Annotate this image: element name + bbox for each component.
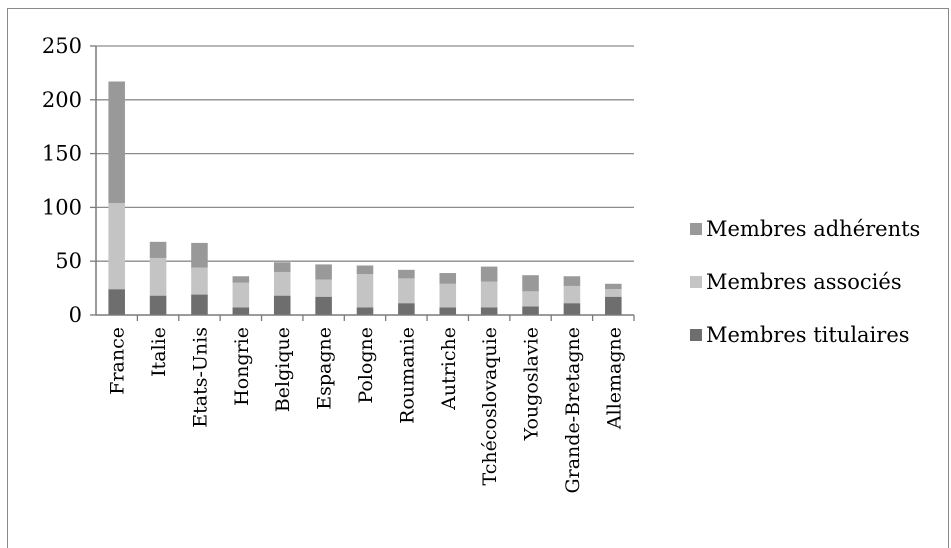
y-tick-label: 0: [69, 303, 82, 327]
x-tick-label: Yougoslavie: [521, 327, 543, 441]
bar-segment-membres-titulaires: [563, 303, 581, 315]
bar-segment-membres-associ-s: [522, 291, 539, 307]
legend-label: Membres adhérents: [706, 217, 920, 241]
y-tick-label: 150: [42, 142, 82, 166]
bar-segment-membres-adh-rents: [605, 283, 622, 290]
bar-segment-membres-adh-rents: [563, 276, 581, 286]
x-tick-label: Etats-Unis: [189, 327, 211, 428]
legend-swatch: [690, 223, 702, 235]
legend: Membres adhérents Membres associés Membres…: [690, 217, 920, 347]
bar-segment-membres-associ-s: [563, 285, 581, 304]
x-tick-label: France: [107, 327, 129, 395]
x-tick-label: Grande-Bretagne: [562, 327, 584, 494]
bar-segment-membres-adh-rents: [522, 275, 539, 292]
x-tick-label: Belgique: [272, 327, 294, 412]
y-tick-label: 200: [42, 88, 82, 112]
bar-segment-membres-titulaires: [439, 307, 457, 315]
bar-segment-membres-titulaires: [522, 306, 539, 315]
legend-label: Membres associés: [706, 270, 902, 294]
bar-segment-membres-titulaires: [108, 289, 125, 315]
x-tick-label: Autriche: [438, 327, 460, 411]
bar-segment-membres-adh-rents: [439, 273, 457, 284]
bar-segment-membres-adh-rents: [191, 242, 208, 268]
y-axis-ticks: 0 50 100 150 200 250: [42, 34, 96, 327]
bar-segment-membres-associ-s: [480, 281, 498, 308]
legend-label: Membres titulaires: [706, 323, 910, 347]
x-tick-label: Italie: [148, 327, 170, 377]
y-tick-label: 50: [55, 249, 82, 273]
bars: [108, 81, 622, 315]
legend-swatch: [690, 329, 702, 341]
x-tick-label: Hongrie: [231, 327, 253, 406]
bar-segment-membres-titulaires: [356, 307, 374, 315]
bar-segment-membres-titulaires: [273, 295, 291, 315]
x-tick-label: Roumanie: [396, 327, 418, 424]
bar-segment-membres-adh-rents: [149, 241, 167, 258]
y-tick-label: 250: [42, 34, 82, 58]
bar-segment-membres-titulaires: [398, 303, 415, 315]
bar-segment-membres-associ-s: [232, 282, 250, 308]
bar-segment-membres-associ-s: [273, 271, 291, 296]
legend-swatch: [690, 276, 702, 288]
bar-segment-membres-adh-rents: [356, 265, 374, 275]
bar-segment-membres-associ-s: [356, 274, 374, 308]
bar-segment-membres-titulaires: [191, 294, 208, 315]
x-tick-label: Pologne: [355, 327, 377, 404]
bar-segment-membres-adh-rents: [273, 262, 291, 272]
x-tick-label: Allemagne: [603, 327, 625, 430]
bar-segment-membres-associ-s: [398, 278, 415, 304]
bar-segment-membres-associ-s: [315, 279, 332, 297]
bar-segment-membres-adh-rents: [315, 264, 332, 280]
bar-segment-membres-adh-rents: [480, 266, 498, 282]
bar-segment-membres-titulaires: [149, 295, 167, 315]
bar-segment-membres-associ-s: [605, 289, 622, 297]
bar-segment-membres-adh-rents: [398, 269, 415, 279]
bar-segment-membres-titulaires: [315, 296, 332, 315]
x-tick-label: Tchécoslovaquie: [479, 327, 501, 485]
chart-frame: [7, 8, 949, 548]
bar-segment-membres-adh-rents: [232, 276, 250, 283]
bar-segment-membres-associ-s: [108, 203, 125, 290]
x-tick-label: Espagne: [314, 327, 336, 410]
bar-segment-membres-titulaires: [480, 307, 498, 315]
stacked-bar-chart: 0 50 100 150 200 250 France Italie Etats-Unis Ho…: [42, 34, 920, 494]
axes: [95, 46, 634, 316]
bar-segment-membres-titulaires: [232, 307, 250, 315]
bar-segment-membres-adh-rents: [108, 81, 125, 204]
bar-segment-membres-associ-s: [149, 257, 167, 296]
y-tick-label: 100: [42, 195, 82, 219]
gridlines: [96, 45, 634, 262]
x-axis-ticks: France Italie Etats-Unis Hongrie Belgique Esp…: [107, 315, 635, 494]
bar-segment-membres-associ-s: [191, 267, 208, 295]
bar-segment-membres-associ-s: [439, 283, 457, 308]
bar-segment-membres-titulaires: [605, 296, 622, 315]
